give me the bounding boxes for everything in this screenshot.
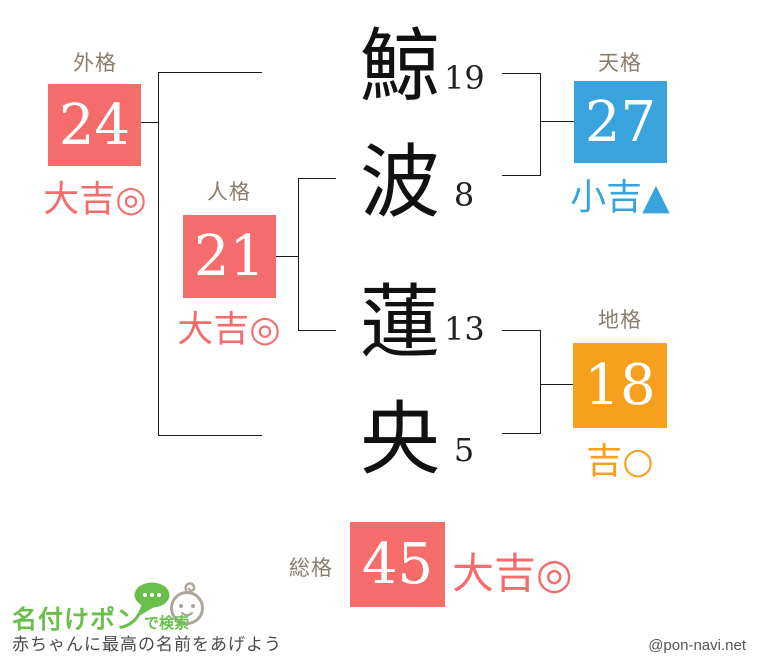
tenkaku-bracket-vertical-line xyxy=(540,73,541,176)
gaikaku-bracket-top-line xyxy=(158,72,262,73)
chikaku-connector-line xyxy=(541,384,573,385)
site-credit: @pon-navi.net xyxy=(648,637,746,654)
tenkaku-bracket-bottom-line xyxy=(502,175,540,176)
jinkaku-connector-line xyxy=(276,256,298,257)
logo-icon-group xyxy=(134,582,204,625)
soukaku-label: 総格 xyxy=(289,557,333,580)
stroke-count-4: 5 xyxy=(453,431,475,469)
chikaku-label: 地格 xyxy=(598,309,642,332)
chikaku-score-box: 18 xyxy=(573,343,667,428)
jinkaku-score-box: 21 xyxy=(183,215,276,298)
name-char-1: 鯨 xyxy=(360,20,440,113)
stroke-count-2: 8 xyxy=(453,176,475,214)
logo-suffix-text: で検索 xyxy=(144,615,190,632)
soukaku-value: 45 xyxy=(361,532,434,597)
stroke-count-1: 19 xyxy=(444,59,485,97)
gaikaku-bracket-vertical-line xyxy=(158,72,159,436)
tenkaku-score-box: 27 xyxy=(574,81,667,163)
tenkaku-bracket-top-line xyxy=(502,73,540,74)
chikaku-bracket-bottom-line xyxy=(502,433,540,434)
logo-tagline: 赤ちゃんに最高の名前をあげよう xyxy=(12,635,282,654)
jinkaku-bracket-vertical-line xyxy=(298,178,299,331)
chikaku-bracket-vertical-line xyxy=(540,330,541,434)
gaikaku-label: 外格 xyxy=(73,52,117,75)
chikaku-bracket-top-line xyxy=(502,330,540,331)
speech-bubble-dots-icon xyxy=(134,582,170,618)
name-char-3: 蓮 xyxy=(360,276,440,369)
jinkaku-value: 21 xyxy=(193,224,266,289)
soukaku-fortune: 大吉◎ xyxy=(452,549,573,598)
name-char-4: 央 xyxy=(360,393,440,486)
tenkaku-label: 天格 xyxy=(598,52,642,75)
gaikaku-connector-line xyxy=(141,122,158,123)
chikaku-fortune: 吉○ xyxy=(586,441,654,482)
jinkaku-bracket-top-line xyxy=(298,178,336,179)
tenkaku-value: 27 xyxy=(584,89,657,155)
jinkaku-bracket-bottom-line xyxy=(298,330,336,331)
gaikaku-value: 24 xyxy=(58,92,131,158)
jinkaku-fortune: 大吉◎ xyxy=(177,309,281,350)
stroke-count-3: 13 xyxy=(444,310,485,348)
tenkaku-connector-line xyxy=(541,121,574,122)
logo-text: 名付けポン xyxy=(12,606,143,634)
gaikaku-fortune: 大吉◎ xyxy=(43,179,147,220)
gaikaku-bracket-bottom-line xyxy=(158,435,262,436)
soukaku-score-box: 45 xyxy=(350,522,445,607)
logo-wordmark: 名付けポン で検索 xyxy=(12,600,189,636)
gaikaku-score-box: 24 xyxy=(48,84,141,166)
jinkaku-label: 人格 xyxy=(207,181,251,204)
name-char-2: 波 xyxy=(360,136,440,229)
chikaku-value: 18 xyxy=(584,353,656,418)
tenkaku-fortune: 小吉▲ xyxy=(570,177,670,218)
baby-face-icon xyxy=(170,582,204,625)
